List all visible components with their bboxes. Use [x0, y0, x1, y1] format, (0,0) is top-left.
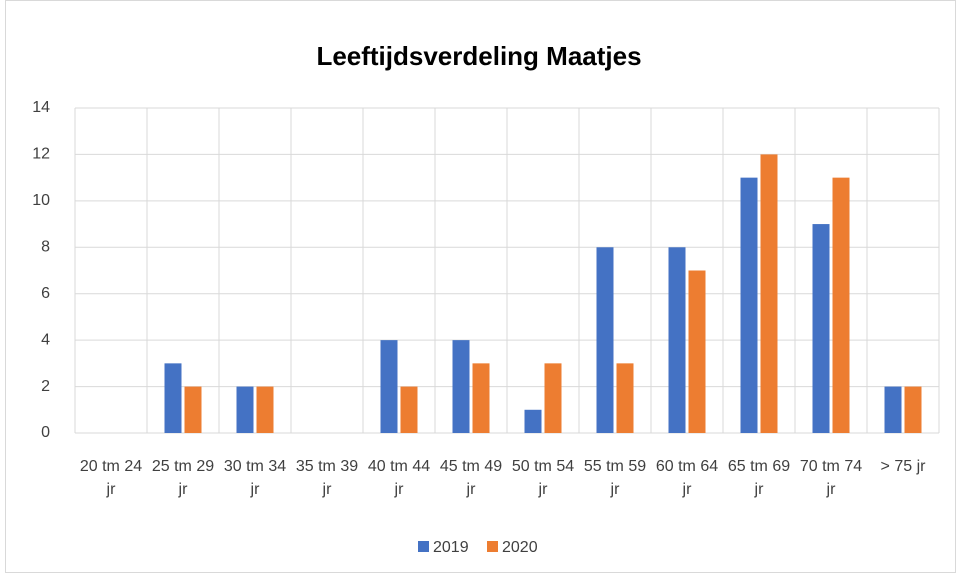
bar	[524, 409, 542, 433]
y-tick-label: 6	[41, 285, 50, 302]
bar	[812, 224, 830, 433]
chart-border	[5, 0, 956, 573]
legend-label: 2019	[433, 539, 469, 556]
bar	[164, 363, 182, 433]
x-tick-label: 40 tm 44 jr	[367, 458, 431, 498]
bar	[472, 363, 490, 433]
legend-swatch	[487, 541, 498, 552]
bar	[740, 177, 758, 433]
y-tick-label: 4	[41, 331, 50, 348]
y-tick-label: 0	[41, 424, 50, 441]
y-tick-label: 8	[41, 239, 50, 256]
x-tick-label: 35 tm 39 jr	[295, 458, 359, 498]
x-tick-label: 30 tm 34 jr	[223, 458, 287, 498]
x-tick-label: > 75 jr	[880, 458, 926, 475]
bar	[400, 386, 418, 433]
bar	[884, 386, 902, 433]
x-tick-label: 65 tm 69 jr	[727, 458, 791, 498]
bar	[380, 340, 398, 433]
chart-title: Leeftijdsverdeling Maatjes	[316, 41, 641, 71]
bar	[668, 247, 686, 433]
x-tick-label: 45 tm 49 jr	[439, 458, 503, 498]
bar	[452, 340, 470, 433]
y-tick-label: 14	[32, 99, 50, 116]
x-tick-label: 50 tm 54 jr	[511, 458, 575, 498]
x-tick-label: 20 tm 24 jr	[79, 458, 143, 498]
x-tick-label: 60 tm 64 jr	[655, 458, 719, 498]
bar	[256, 386, 274, 433]
legend-swatch	[418, 541, 429, 552]
x-tick-label: 55 tm 59 jr	[583, 458, 647, 498]
bar	[832, 177, 850, 433]
x-tick-label: 70 tm 74 jr	[799, 458, 863, 498]
bar	[688, 270, 706, 433]
x-tick-label: 25 tm 29 jr	[151, 458, 215, 498]
bar	[236, 386, 254, 433]
y-tick-label: 10	[32, 192, 50, 209]
bar	[544, 363, 562, 433]
bar	[184, 386, 202, 433]
bar	[596, 247, 614, 433]
y-tick-label: 2	[41, 378, 50, 395]
bar	[760, 154, 778, 433]
y-tick-label: 12	[32, 146, 50, 163]
bar	[904, 386, 922, 433]
legend-label: 2020	[502, 539, 538, 556]
bar	[616, 363, 634, 433]
